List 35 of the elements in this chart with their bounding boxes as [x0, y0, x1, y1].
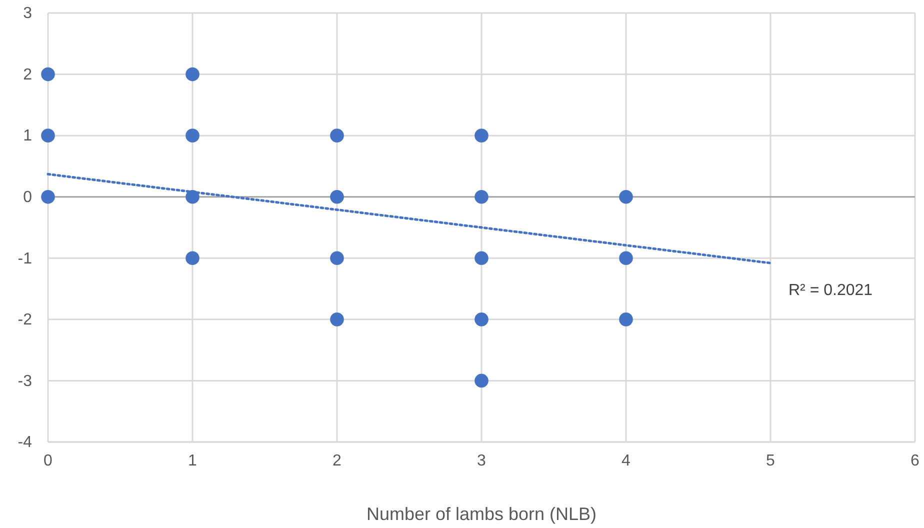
point	[474, 374, 488, 388]
point	[474, 190, 488, 204]
point	[330, 128, 344, 142]
point	[41, 67, 55, 82]
x-tick-label: 2	[332, 452, 342, 470]
y-tick-label: -1	[18, 250, 32, 268]
x-axis-title: Number of lambs born (NLB)	[366, 504, 597, 524]
point	[619, 190, 633, 204]
point	[330, 190, 344, 204]
y-tick-label: -3	[18, 372, 32, 390]
x-tick-label: 0	[44, 452, 53, 470]
y-tick-label: 0	[23, 188, 32, 206]
y-tick-label: -4	[18, 434, 32, 452]
x-tick-label: 4	[622, 452, 631, 470]
y-tick-label: 3	[23, 5, 32, 22]
point	[186, 251, 200, 266]
point	[330, 312, 344, 326]
point	[619, 312, 633, 326]
y-tick-label: -2	[18, 312, 32, 329]
point	[619, 251, 633, 266]
point	[474, 128, 488, 142]
y-tick-label: 2	[23, 66, 32, 84]
x-tick-label: 6	[910, 452, 920, 470]
x-tick-label: 5	[766, 452, 776, 470]
x-tick-label: 3	[477, 452, 486, 470]
x-tick-label: 1	[188, 452, 198, 470]
point	[330, 251, 344, 266]
point	[474, 312, 488, 326]
annotation: R² = 0.2021	[788, 282, 873, 300]
point	[41, 128, 55, 142]
point	[41, 190, 55, 204]
point	[186, 128, 200, 142]
point	[186, 67, 200, 82]
point	[474, 251, 488, 266]
y-tick-label: 1	[23, 128, 32, 145]
